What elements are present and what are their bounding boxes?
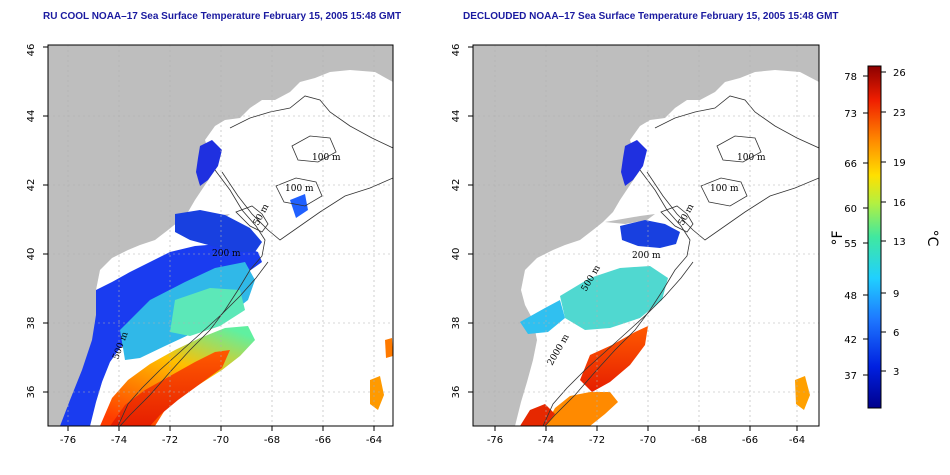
right-lat-tick: 42 — [451, 179, 462, 192]
left-land — [48, 45, 393, 426]
fahrenheit-tick: 60 — [844, 204, 857, 215]
right-lat-tick: 36 — [451, 386, 462, 399]
left-contour-label: 200 m — [212, 249, 241, 259]
celsius-tick: 9 — [893, 289, 899, 300]
right-lon-tick: -74 — [538, 435, 554, 446]
left-contour-label: 100 m — [312, 153, 341, 163]
right-lat-tick: 40 — [451, 248, 462, 261]
fahrenheit-tick: 48 — [844, 291, 857, 302]
right-map-frame — [472, 44, 820, 427]
celsius-unit-label: °C — [924, 230, 940, 247]
left-lon-tick: -74 — [111, 435, 127, 446]
left-lon-tick: -68 — [264, 435, 280, 446]
right-land — [473, 45, 819, 426]
right-contour-label: 2000 m — [546, 332, 572, 367]
left-contour-label: 100 m — [285, 184, 314, 194]
colorbar-gradient — [867, 65, 882, 409]
left-lon-tick: -76 — [60, 435, 76, 446]
right-lat-tick: 38 — [451, 317, 462, 330]
right-lon-tick: -70 — [640, 435, 656, 446]
left-lat-tick: 44 — [26, 110, 37, 123]
fahrenheit-tick: 78 — [844, 72, 857, 83]
right-lon-tick: -72 — [589, 435, 605, 446]
right-map: 100 m 100 m 50 m 200 m 500 m 2000 m -76 … — [451, 44, 820, 446]
left-lat-tick: 36 — [26, 386, 37, 399]
left-lon-tick: -70 — [213, 435, 229, 446]
right-contour-label: 50 m — [677, 202, 697, 227]
fahrenheit-tick: 73 — [844, 109, 857, 120]
celsius-tick: 26 — [893, 68, 906, 79]
fahrenheit-tick: 42 — [844, 335, 857, 346]
right-lon-tick: -64 — [789, 435, 805, 446]
fahrenheit-unit-label: °F — [830, 230, 846, 245]
right-lon-tick: -68 — [691, 435, 707, 446]
right-lat-tick: 46 — [451, 44, 462, 57]
right-lat-tick: 44 — [451, 110, 462, 123]
left-lat-tick: 46 — [26, 44, 37, 57]
left-map-title: RU COOL NOAA–17 Sea Surface Temperature … — [43, 11, 402, 22]
right-lon-tick: -76 — [487, 435, 503, 446]
left-lat-tick: 42 — [26, 179, 37, 192]
celsius-tick: 23 — [893, 108, 906, 119]
right-contour-label: 200 m — [632, 251, 661, 261]
celsius-tick: 19 — [893, 158, 906, 169]
right-contour-label: 100 m — [710, 184, 739, 194]
fahrenheit-tick: 37 — [844, 371, 857, 382]
fahrenheit-tick: 66 — [844, 159, 857, 170]
left-lon-tick: -66 — [315, 435, 331, 446]
left-contour-label: 50 m — [252, 202, 272, 227]
celsius-tick: 13 — [893, 237, 906, 248]
left-lon-tick: -72 — [162, 435, 178, 446]
left-lon-tick: -64 — [366, 435, 382, 446]
left-lat-tick: 40 — [26, 248, 37, 261]
fahrenheit-tick: 55 — [844, 239, 857, 250]
celsius-tick: 6 — [893, 328, 899, 339]
right-contour-label: 100 m — [737, 153, 766, 163]
left-lat-tick: 38 — [26, 317, 37, 330]
left-map: 100 m 100 m 50 m 200 m 500 m -76 -74 -72… — [26, 44, 394, 446]
celsius-tick: 3 — [893, 367, 899, 378]
temperature-colorbar: 78 73 66 60 55 48 42 37 26 23 19 16 13 9… — [830, 65, 940, 409]
celsius-tick: 16 — [893, 198, 906, 209]
right-map-title: DECLOUDED NOAA–17 Sea Surface Temperatur… — [463, 11, 839, 22]
right-lon-tick: -66 — [742, 435, 758, 446]
